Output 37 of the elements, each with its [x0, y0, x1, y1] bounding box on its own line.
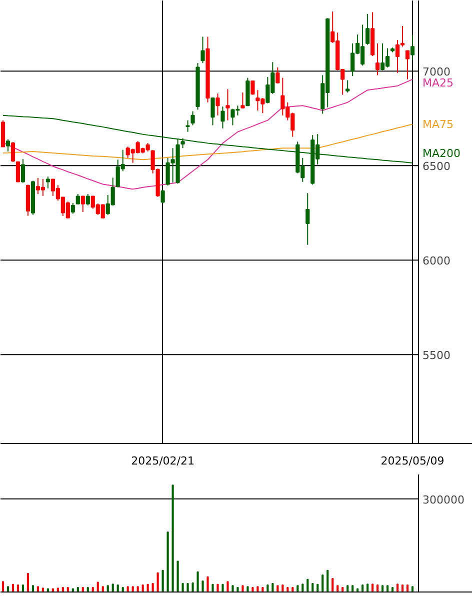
y-tick-label: 6000	[422, 254, 450, 268]
candlestick	[70, 202, 75, 214]
candlestick	[220, 106, 225, 129]
candlestick	[86, 194, 90, 206]
x-tick-label: 2025/02/21	[131, 454, 195, 468]
candlestick	[346, 80, 350, 94]
candlestick	[46, 176, 50, 189]
candlestick	[16, 161, 20, 182]
y-tick-label: 6500	[422, 160, 450, 174]
candlestick	[376, 42, 380, 76]
candlestick	[366, 13, 370, 46]
candlestick	[180, 138, 185, 149]
y-tick-label: 5500	[422, 349, 450, 362]
candlestick	[186, 120, 190, 132]
candlestick	[276, 66, 280, 84]
y-tick-label: 300000	[422, 493, 464, 506]
x-tick-label: 2025/05/09	[380, 454, 444, 468]
y-tick-label: 7000	[422, 66, 450, 79]
candlestick	[210, 96, 215, 126]
candlestick	[410, 34, 415, 62]
candlestick	[226, 88, 230, 121]
series-label: MA75	[422, 118, 454, 131]
candlestick	[6, 138, 10, 152]
candlestick	[405, 50, 410, 80]
candlestick	[20, 158, 26, 184]
series-label: MA200	[422, 147, 461, 160]
candlestick	[160, 190, 165, 204]
candlestick	[216, 92, 220, 116]
candlestick	[250, 80, 255, 96]
candlestick	[200, 36, 205, 64]
candlestick	[240, 92, 245, 109]
candlestick	[76, 194, 80, 204]
candlestick	[10, 142, 16, 162]
candlestick	[306, 192, 310, 246]
candlestick	[80, 195, 85, 212]
series-label: MA25	[422, 76, 454, 90]
candlestick	[190, 110, 195, 126]
